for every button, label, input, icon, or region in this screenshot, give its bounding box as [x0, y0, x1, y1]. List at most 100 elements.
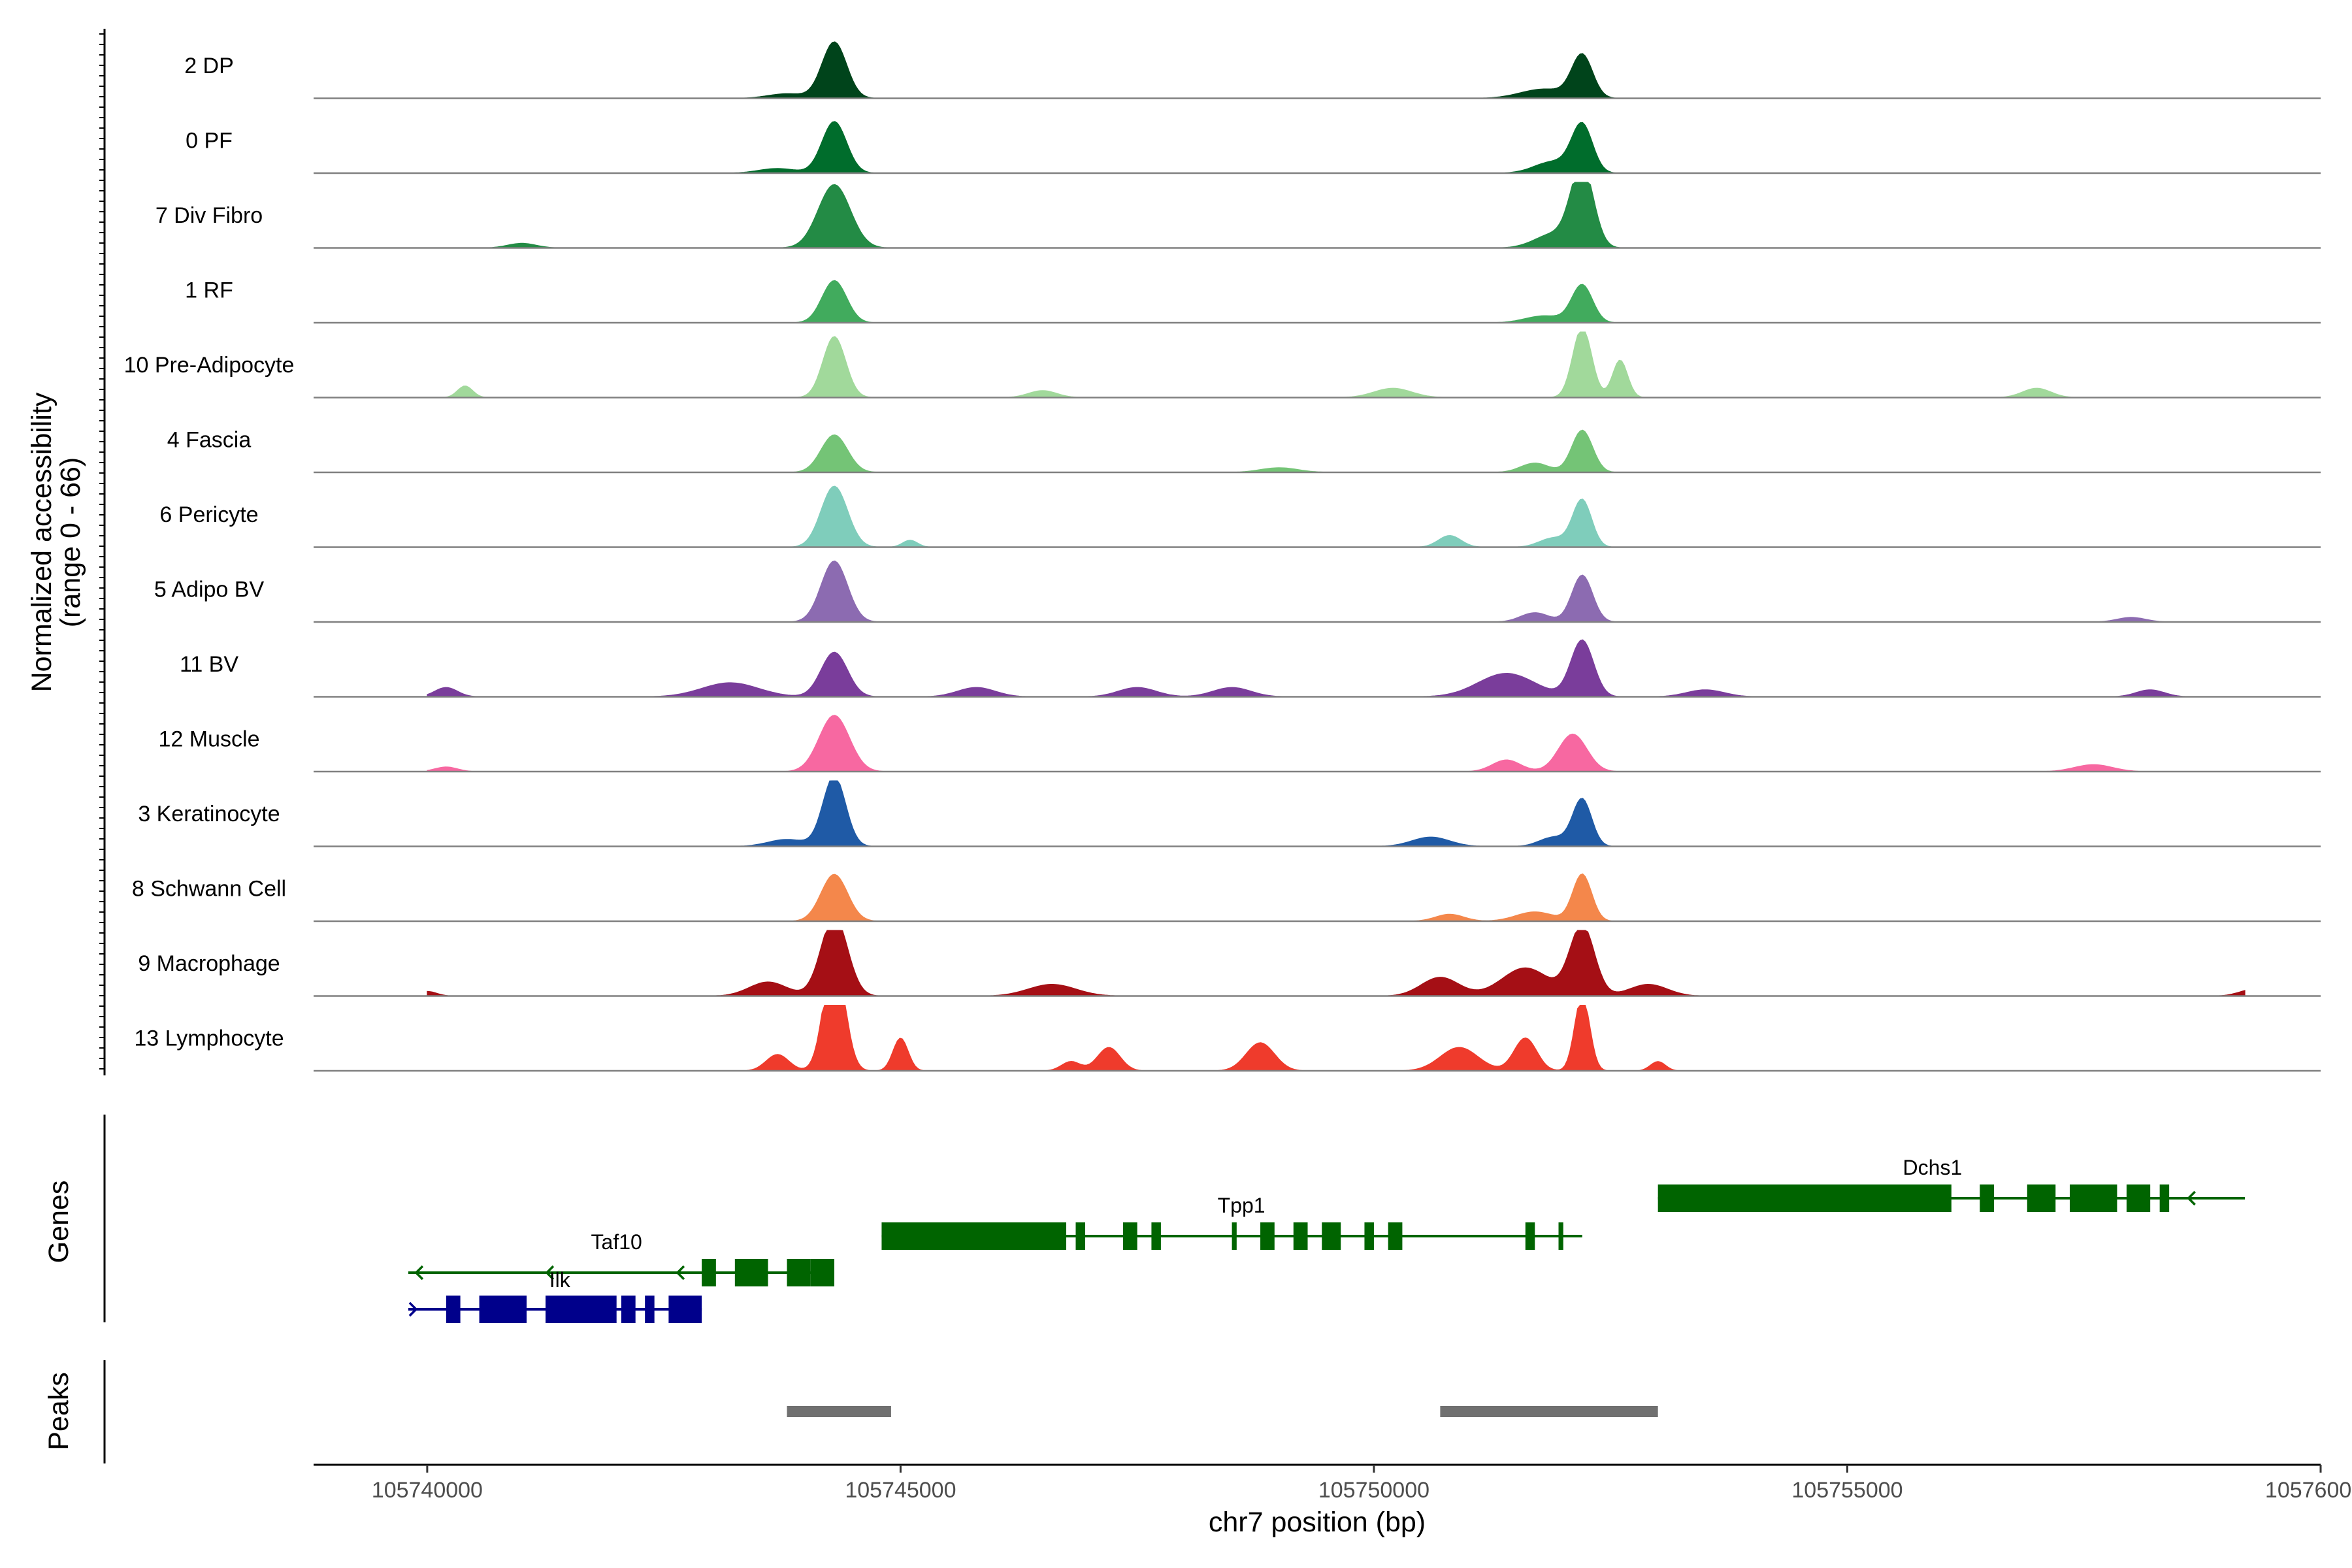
- gene-exon: [1525, 1222, 1535, 1250]
- track-label: 11 BV: [180, 652, 238, 677]
- gene-ilk: Ilk: [408, 1268, 702, 1323]
- peak-region: [787, 1406, 891, 1417]
- gene-exon: [1260, 1222, 1275, 1250]
- x-axis-title: chr7 position (bp): [1209, 1507, 1426, 1538]
- track-area: [427, 280, 2246, 323]
- gene-exon: [1322, 1222, 1341, 1250]
- gene-exon: [645, 1296, 655, 1323]
- gene-exon: [479, 1296, 527, 1323]
- gene-exon: [621, 1296, 636, 1323]
- gene-tpp1: Tpp1: [881, 1194, 1582, 1250]
- track-area: [427, 780, 2246, 847]
- x-tick-label: 105755000: [1791, 1478, 1903, 1503]
- track-label: 8 Schwann Cell: [132, 877, 286, 902]
- gene-exon: [668, 1296, 702, 1323]
- track-4: 1 RF: [185, 278, 2321, 324]
- y-axis-title-line1: Normalized accessibility: [26, 392, 57, 692]
- track-area: [427, 41, 2246, 99]
- track-area: [427, 429, 2246, 473]
- gene-exon: [1364, 1222, 1374, 1250]
- gene-label: Ilk: [549, 1268, 571, 1292]
- track-1: 2 DP: [184, 41, 2321, 99]
- track-label: 7 Div Fibro: [155, 203, 263, 228]
- x-tick-label: 105750000: [1318, 1478, 1429, 1503]
- y-axis-title-line2: (range 0 - 66): [55, 457, 86, 628]
- y-axis: Normalized accessibility (range 0 - 66): [26, 29, 106, 1075]
- gene-exon: [1980, 1184, 1995, 1212]
- gene-exon: [810, 1259, 834, 1286]
- strand-arrow: [2187, 1190, 2196, 1206]
- track-area: [427, 1005, 2246, 1071]
- track-label: 2 DP: [184, 54, 234, 78]
- strand-arrow: [414, 1265, 424, 1281]
- gene-exon: [446, 1296, 461, 1323]
- track-6: 4 Fascia: [167, 428, 2321, 474]
- track-label: 4 Fascia: [167, 428, 252, 453]
- gene-label: Dchs1: [1903, 1156, 1963, 1179]
- track-3: 7 Div Fibro: [155, 182, 2321, 249]
- gene-exon: [734, 1259, 768, 1286]
- gene-exon: [1658, 1184, 1952, 1212]
- gene-exon: [881, 1222, 1066, 1250]
- track-label: 9 Macrophage: [138, 951, 280, 976]
- gene-exon: [1151, 1222, 1161, 1250]
- track-area: [427, 639, 2246, 697]
- gene-exon: [702, 1259, 716, 1286]
- x-tick-label: 105745000: [845, 1478, 956, 1503]
- track-12: 8 Schwann Cell: [132, 873, 2321, 923]
- track-area: [427, 485, 2246, 547]
- gene-exon: [1293, 1222, 1308, 1250]
- gene-exon: [1388, 1222, 1403, 1250]
- genes-panel: Genes Dchs1 Tpp1 Taf10 Ilk: [43, 1115, 2246, 1323]
- gene-exon: [2027, 1184, 2056, 1212]
- track-label: 1 RF: [185, 278, 233, 303]
- track-11: 3 Keratinocyte: [138, 780, 2321, 847]
- peaks-panel: Peaks: [43, 1360, 1658, 1463]
- gene-exon: [787, 1259, 811, 1286]
- peaks-panel-label: Peaks: [43, 1372, 74, 1450]
- track-area: [427, 873, 2246, 922]
- gene-exon: [1075, 1222, 1085, 1250]
- peak-region: [1440, 1406, 1658, 1417]
- track-area: [427, 715, 2246, 772]
- gene-exon: [546, 1296, 617, 1323]
- track-area: [427, 331, 2246, 398]
- track-label: 5 Adipo BV: [154, 578, 265, 602]
- gene-dchs1: Dchs1: [1658, 1156, 2246, 1212]
- x-axis: chr7 position (bp) 105740000 105745000 105…: [314, 1463, 2352, 1538]
- track-8: 5 Adipo BV: [154, 560, 2321, 623]
- coverage-tracks: 2 DP 0 PF 7 Div Fibro 1 RF 10 Pre-Adipocyte 4…: [124, 41, 2321, 1072]
- track-14: 13 Lymphocyte: [134, 1005, 2321, 1072]
- genes-panel-label: Genes: [43, 1181, 74, 1264]
- track-label: 10 Pre-Adipocyte: [124, 353, 295, 378]
- track-5: 10 Pre-Adipocyte: [124, 331, 2321, 399]
- x-tick-label: 105760000: [2265, 1478, 2352, 1503]
- strand-arrow: [408, 1301, 418, 1317]
- gene-label: Tpp1: [1218, 1194, 1266, 1217]
- gene-exon: [1558, 1222, 1563, 1250]
- gene-exon: [2126, 1184, 2151, 1212]
- track-7: 6 Pericyte: [159, 485, 2321, 548]
- track-area: [427, 930, 2246, 996]
- gene-exon: [2070, 1184, 2117, 1212]
- gene-exon: [1232, 1222, 1237, 1250]
- track-label: 13 Lymphocyte: [134, 1026, 284, 1051]
- track-label: 0 PF: [186, 129, 233, 154]
- gene-exon: [2159, 1184, 2170, 1212]
- track-label: 6 Pericyte: [159, 502, 258, 527]
- track-13: 9 Macrophage: [138, 930, 2321, 997]
- track-area: [427, 121, 2246, 174]
- x-tick-label: 105740000: [372, 1478, 483, 1503]
- track-label: 12 Muscle: [159, 727, 260, 752]
- strand-arrow: [545, 1265, 555, 1281]
- track-2: 0 PF: [186, 121, 2321, 174]
- track-10: 12 Muscle: [159, 715, 2321, 773]
- gene-taf10: Taf10: [408, 1230, 834, 1286]
- gene-label: Taf10: [591, 1230, 642, 1254]
- track-9: 11 BV: [180, 639, 2321, 698]
- track-area: [427, 560, 2246, 623]
- track-label: 3 Keratinocyte: [138, 802, 280, 826]
- track-area: [427, 182, 2246, 248]
- gene-exon: [1122, 1222, 1137, 1250]
